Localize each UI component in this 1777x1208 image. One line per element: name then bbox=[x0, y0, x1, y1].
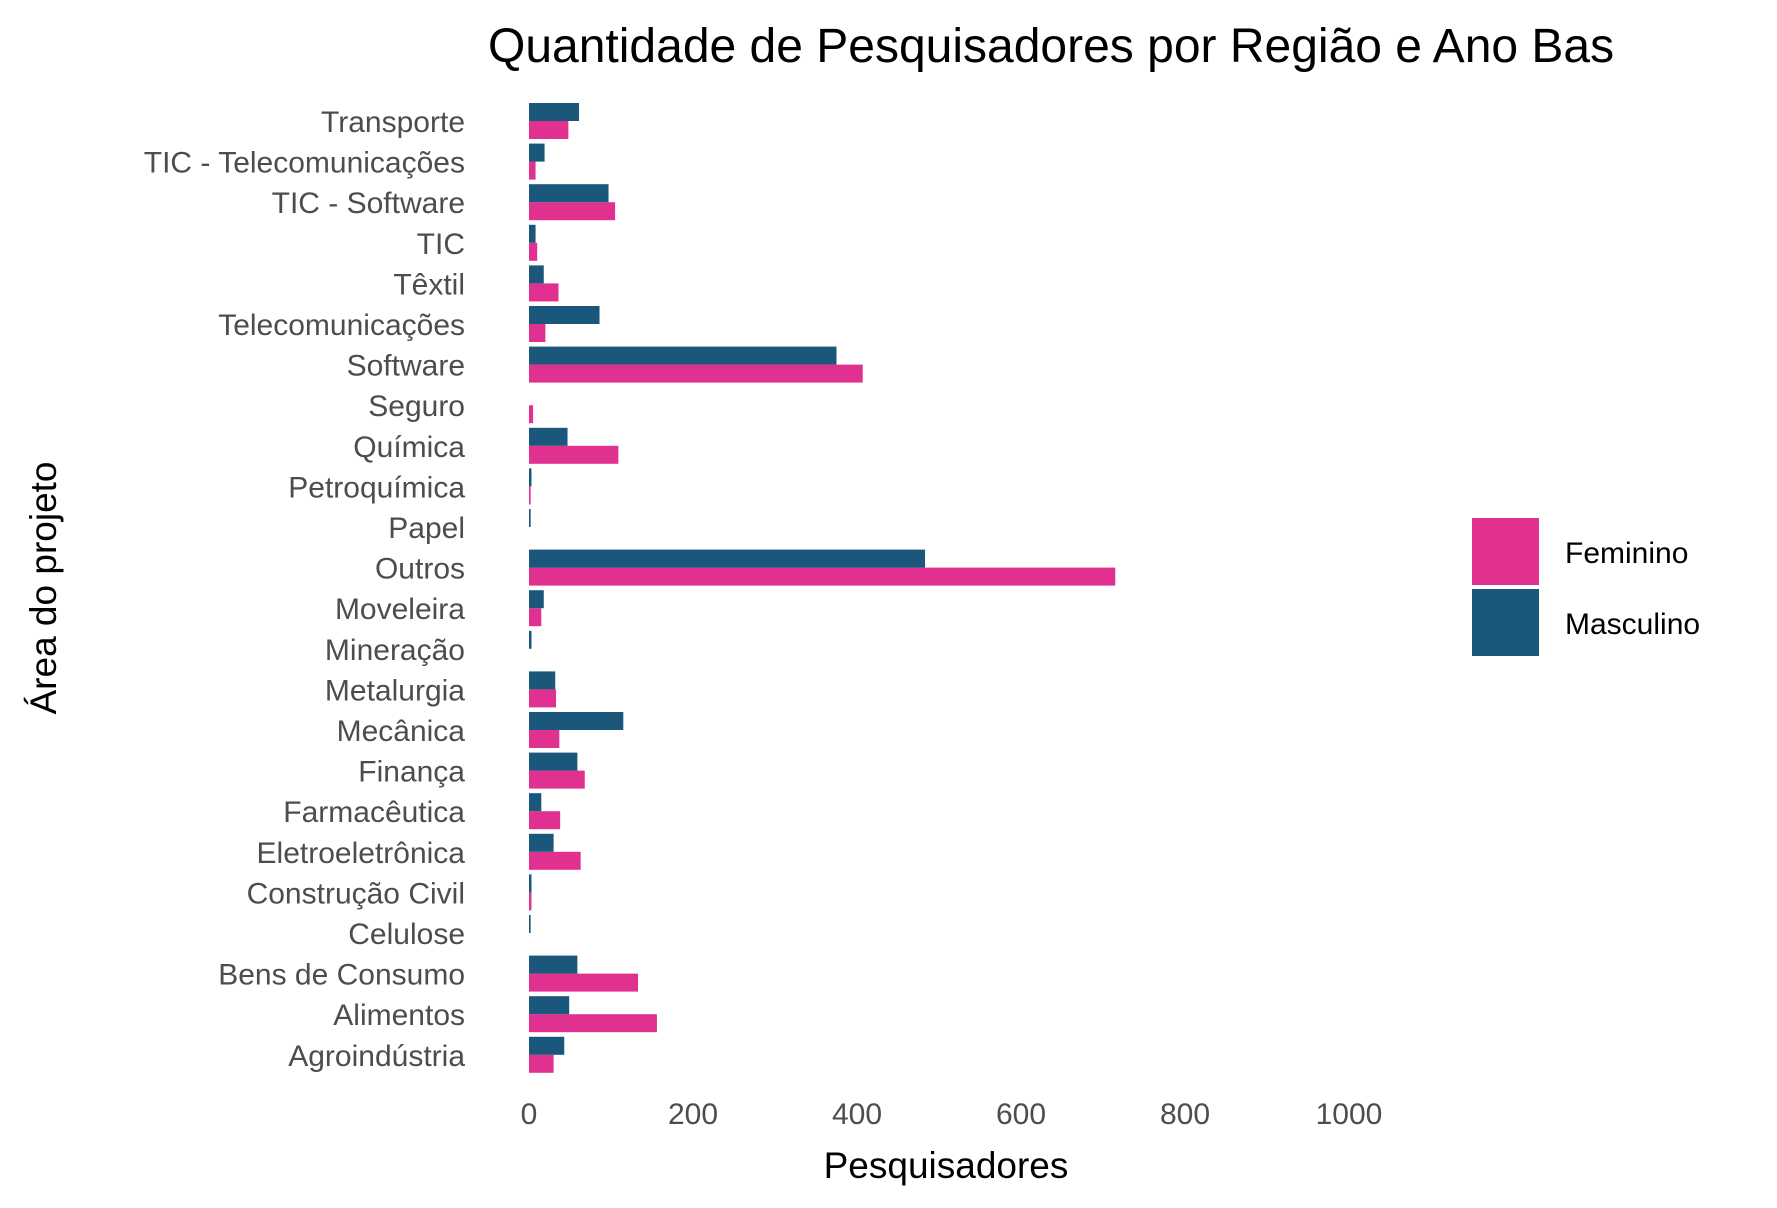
bar-masculino-bens-de-consumo bbox=[529, 955, 578, 974]
bar-feminino-tic bbox=[529, 242, 538, 261]
category-label-textil: Têxtil bbox=[393, 268, 465, 301]
bar-feminino-textil bbox=[529, 283, 559, 302]
category-label-tic: TIC bbox=[417, 228, 465, 261]
category-label-seguro: Seguro bbox=[368, 390, 465, 423]
bar-masculino-transporte bbox=[529, 103, 580, 121]
legend-label-feminino: Feminino bbox=[1565, 537, 1688, 570]
bar-masculino-celulose bbox=[529, 915, 531, 933]
bar-feminino-mecanica bbox=[529, 730, 560, 748]
category-label-financa: Finança bbox=[358, 756, 465, 789]
category-label-outros: Outros bbox=[375, 553, 465, 586]
x-tick-1000: 1000 bbox=[1316, 1098, 1383, 1131]
bar-feminino-farmaceutica bbox=[529, 811, 561, 830]
bar-feminino-eletroeletronica bbox=[529, 851, 581, 870]
bar-feminino-petroquimica bbox=[529, 486, 531, 505]
x-axis-title: Pesquisadores bbox=[824, 1145, 1069, 1186]
bar-masculino-petroquimica bbox=[529, 468, 532, 487]
category-label-celulose: Celulose bbox=[348, 918, 465, 951]
bar-feminino-quimica bbox=[529, 445, 619, 464]
bar-feminino-telecomunicacoes bbox=[529, 324, 546, 342]
category-label-agroindustria: Agroindústria bbox=[288, 1040, 465, 1073]
legend-swatch-masculino bbox=[1472, 589, 1539, 656]
bar-masculino-moveleira bbox=[529, 590, 544, 609]
bar-feminino-metalurgia bbox=[529, 689, 557, 708]
x-tick-200: 200 bbox=[668, 1098, 718, 1131]
category-label-construcao-civil: Construção Civil bbox=[247, 877, 465, 910]
bar-masculino-tic-software bbox=[529, 184, 609, 203]
category-label-software: Software bbox=[347, 350, 465, 383]
bar-masculino-financa bbox=[529, 752, 578, 771]
bar-feminino-agroindustria bbox=[529, 1054, 554, 1073]
x-tick-400: 400 bbox=[832, 1098, 882, 1131]
bar-feminino-bens-de-consumo bbox=[529, 973, 639, 992]
category-label-tic-software: TIC - Software bbox=[272, 187, 465, 220]
bar-masculino-metalurgia bbox=[529, 671, 556, 690]
category-label-farmaceutica: Farmacêutica bbox=[283, 796, 465, 829]
bar-feminino-transporte bbox=[529, 121, 569, 139]
x-tick-800: 800 bbox=[1160, 1098, 1210, 1131]
bar-masculino-tic-telecomunicacoes bbox=[529, 143, 545, 162]
bar-feminino-alimentos bbox=[529, 1014, 657, 1033]
legend: Feminino Masculino bbox=[1472, 518, 1700, 656]
bar-masculino-telecomunicacoes bbox=[529, 306, 600, 324]
bar-masculino-outros bbox=[529, 549, 926, 568]
category-label-eletroeletronica: Eletroeletrônica bbox=[257, 837, 466, 870]
category-label-petroquimica: Petroquímica bbox=[288, 471, 465, 504]
category-label-papel: Papel bbox=[388, 512, 465, 545]
legend-label-masculino: Masculino bbox=[1565, 608, 1700, 641]
bar-masculino-tic bbox=[529, 224, 536, 243]
bar-masculino-papel bbox=[529, 509, 531, 527]
category-labels: Transporte TIC - Telecomunicações TIC - So… bbox=[144, 106, 466, 1073]
category-label-telecomunicacoes: Telecomunicações bbox=[218, 309, 465, 342]
bar-feminino-construcao-civil bbox=[529, 892, 532, 911]
bar-masculino-mineracao bbox=[529, 630, 532, 649]
bar-masculino-textil bbox=[529, 265, 544, 284]
bar-feminino-seguro bbox=[529, 405, 534, 424]
category-label-mecanica: Mecânica bbox=[337, 715, 466, 748]
category-label-tic-telecomunicacoes: TIC - Telecomunicações bbox=[144, 147, 465, 180]
bar-masculino-construcao-civil bbox=[529, 874, 532, 893]
chart-title: Quantidade de Pesquisadores por Região e… bbox=[488, 20, 1614, 73]
bar-feminino-moveleira bbox=[529, 608, 542, 627]
category-label-alimentos: Alimentos bbox=[333, 999, 465, 1032]
bar-feminino-tic-telecomunicacoes bbox=[529, 161, 536, 180]
bar-feminino-tic-software bbox=[529, 202, 616, 221]
x-tick-600: 600 bbox=[996, 1098, 1046, 1131]
bar-feminino-software bbox=[529, 364, 863, 383]
bar-masculino-farmaceutica bbox=[529, 793, 542, 812]
category-label-bens-de-consumo: Bens de Consumo bbox=[218, 959, 465, 992]
category-label-transporte: Transporte bbox=[321, 106, 465, 139]
bar-masculino-quimica bbox=[529, 427, 568, 446]
bars-group bbox=[529, 103, 1116, 1073]
category-label-mineracao: Mineração bbox=[325, 634, 465, 667]
legend-swatch-feminino bbox=[1472, 518, 1539, 585]
bar-masculino-agroindustria bbox=[529, 1036, 565, 1055]
category-label-quimica: Química bbox=[353, 431, 465, 464]
bar-masculino-software bbox=[529, 346, 837, 365]
x-tick-labels: 0 200 400 600 800 1000 bbox=[521, 1098, 1383, 1131]
x-tick-0: 0 bbox=[521, 1098, 538, 1131]
category-label-moveleira: Moveleira bbox=[335, 593, 465, 626]
y-axis-title: Área do projeto bbox=[23, 461, 64, 714]
bar-feminino-outros bbox=[529, 567, 1116, 586]
category-label-metalurgia: Metalurgia bbox=[325, 674, 465, 707]
bar-feminino-financa bbox=[529, 770, 585, 789]
bar-masculino-mecanica bbox=[529, 712, 624, 730]
bar-masculino-alimentos bbox=[529, 996, 570, 1015]
bar-masculino-eletroeletronica bbox=[529, 833, 554, 852]
